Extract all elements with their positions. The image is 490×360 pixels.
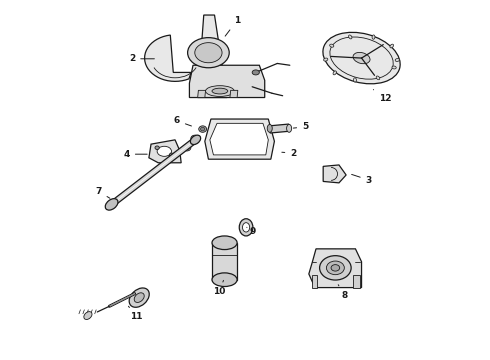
Ellipse shape (330, 44, 334, 47)
Text: 9: 9 (247, 227, 256, 237)
Ellipse shape (212, 236, 237, 249)
Ellipse shape (348, 35, 352, 39)
Polygon shape (205, 119, 274, 159)
Ellipse shape (105, 199, 118, 210)
Polygon shape (212, 243, 237, 280)
Text: 7: 7 (96, 187, 110, 198)
Text: 8: 8 (338, 285, 348, 300)
Ellipse shape (129, 288, 149, 307)
Text: 12: 12 (373, 90, 391, 103)
Ellipse shape (185, 146, 189, 149)
Polygon shape (149, 140, 181, 163)
Ellipse shape (376, 76, 380, 80)
Polygon shape (145, 35, 191, 81)
Polygon shape (309, 249, 362, 288)
Ellipse shape (199, 126, 207, 132)
Text: 6: 6 (174, 116, 192, 126)
Ellipse shape (323, 32, 400, 84)
Polygon shape (353, 275, 360, 288)
Ellipse shape (319, 256, 351, 280)
Ellipse shape (326, 261, 344, 275)
Ellipse shape (193, 136, 197, 140)
Ellipse shape (191, 135, 200, 145)
Ellipse shape (353, 78, 356, 82)
Ellipse shape (372, 35, 375, 39)
Ellipse shape (170, 153, 173, 157)
Ellipse shape (200, 127, 205, 131)
Ellipse shape (212, 88, 228, 94)
Text: 1: 1 (225, 16, 240, 36)
Text: 11: 11 (128, 306, 143, 321)
Ellipse shape (333, 71, 337, 75)
Ellipse shape (331, 265, 340, 271)
Ellipse shape (324, 58, 328, 61)
Ellipse shape (157, 146, 171, 156)
Text: 3: 3 (352, 174, 372, 185)
Ellipse shape (287, 125, 292, 132)
Ellipse shape (134, 293, 144, 302)
Ellipse shape (205, 86, 234, 96)
Ellipse shape (212, 273, 237, 287)
Polygon shape (197, 90, 205, 98)
Ellipse shape (155, 146, 159, 149)
Ellipse shape (252, 70, 259, 75)
Polygon shape (313, 275, 317, 288)
Ellipse shape (243, 223, 250, 232)
Text: 2: 2 (282, 149, 296, 158)
Text: 2: 2 (129, 54, 154, 63)
Ellipse shape (183, 144, 191, 151)
Text: 4: 4 (123, 150, 147, 159)
Ellipse shape (395, 59, 399, 62)
Polygon shape (210, 123, 269, 155)
Polygon shape (190, 65, 265, 98)
Ellipse shape (390, 44, 393, 48)
Ellipse shape (353, 53, 370, 64)
Ellipse shape (195, 42, 222, 63)
Polygon shape (230, 90, 238, 98)
Polygon shape (197, 15, 227, 98)
Ellipse shape (84, 312, 92, 319)
Polygon shape (270, 124, 290, 133)
Polygon shape (110, 138, 197, 207)
Text: 5: 5 (294, 122, 308, 131)
Ellipse shape (267, 125, 272, 132)
Text: 10: 10 (213, 280, 225, 296)
Ellipse shape (188, 38, 229, 68)
Polygon shape (323, 165, 346, 183)
Ellipse shape (239, 219, 253, 236)
Ellipse shape (330, 37, 393, 79)
Ellipse shape (392, 66, 396, 69)
Ellipse shape (191, 135, 199, 141)
